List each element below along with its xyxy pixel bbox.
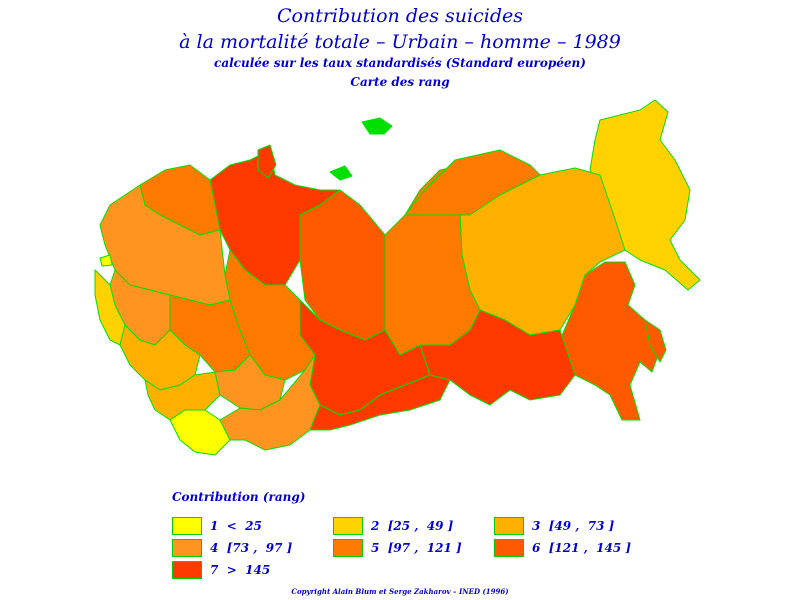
legend-swatch — [494, 517, 524, 535]
legend-item-3: 3 [49 , 73 ] — [494, 516, 614, 536]
region-orenburg[interactable] — [214, 354, 286, 411]
legend-label: 5 [97 , 121 ] — [371, 541, 462, 555]
legend-swatch — [333, 539, 363, 557]
legend-swatch — [172, 539, 202, 557]
legend-label: 1 < 25 — [210, 519, 262, 533]
region-novaya-zemlya[interactable] — [257, 144, 277, 179]
copyright-notice: Copyright Alain Blum et Serge Zakharov –… — [291, 587, 509, 596]
legend-item-7: 7 > 145 — [172, 560, 270, 580]
legend-item-1: 1 < 25 — [172, 516, 262, 536]
region-taymyr[interactable] — [404, 149, 541, 216]
region-kaliningrad[interactable] — [99, 254, 113, 267]
legend-swatch — [172, 517, 202, 535]
legend-swatch — [494, 539, 524, 557]
region-arctic-islands[interactable] — [361, 117, 393, 135]
region-south-volgograd[interactable] — [144, 371, 221, 421]
legend-item-5: 5 [97 , 121 ] — [333, 538, 462, 558]
map-type-label: Carte des rang — [350, 75, 450, 89]
map-method-note: calculée sur les taux standardisés (Stan… — [214, 56, 586, 70]
legend-label: 2 [25 , 49 ] — [371, 519, 454, 533]
legend-label: 7 > 145 — [210, 563, 271, 577]
legend-label: 4 [73 , 97 ] — [210, 541, 293, 555]
legend-title: Contribution (rang) — [172, 490, 306, 504]
region-sakhalin[interactable] — [644, 319, 667, 363]
region-altai-tuva[interactable] — [309, 374, 451, 431]
legend-item-2: 2 [25 , 49 ] — [333, 516, 453, 536]
legend-swatch — [172, 561, 202, 579]
legend-swatch — [333, 517, 363, 535]
region-north-caucasus[interactable] — [169, 409, 231, 456]
legend-label: 3 [49 , 73 ] — [532, 519, 615, 533]
legend-label: 6 [121 , 145 ] — [532, 541, 632, 555]
legend-item-4: 4 [73 , 97 ] — [172, 538, 292, 558]
legend-item-6: 6 [121 , 145 ] — [494, 538, 631, 558]
map-subtitle: à la mortalité totale – Urbain – homme –… — [179, 31, 621, 53]
map-title: Contribution des suicides — [277, 5, 523, 27]
region-arctic-islands-2[interactable] — [329, 165, 353, 181]
region-irkutsk-buryatia-chita[interactable] — [419, 309, 576, 406]
